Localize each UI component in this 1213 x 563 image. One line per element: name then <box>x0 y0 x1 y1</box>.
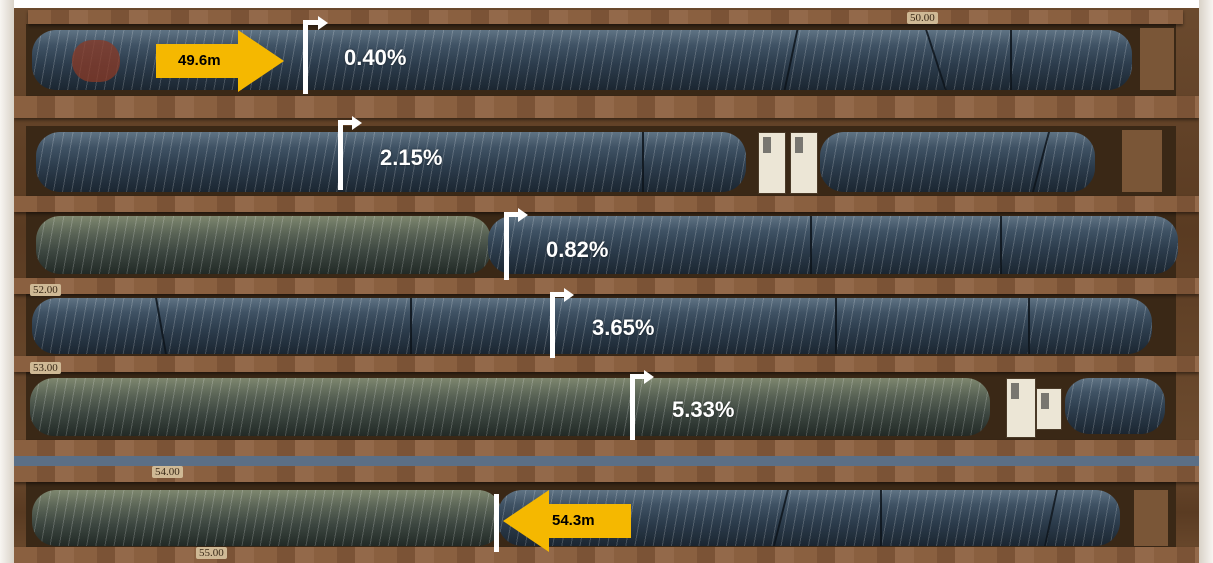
grade-marker-line <box>338 120 343 190</box>
grade-marker-flag <box>303 20 323 25</box>
grade-marker-flag <box>630 374 648 379</box>
grade-marker-label: 2.15% <box>380 145 443 170</box>
photo-edge-right <box>1199 0 1213 563</box>
depth-mark-label: 54.00 <box>152 466 183 478</box>
flag-tip-icon <box>352 116 362 130</box>
core-block-tag <box>758 132 786 194</box>
core-segment <box>32 490 502 546</box>
interval-start-label: 49.6m <box>178 52 221 69</box>
divider-plank <box>14 440 1199 458</box>
divider-plank <box>14 96 1199 118</box>
interval-start-arrow-icon <box>156 30 284 92</box>
core-segment <box>820 132 1095 192</box>
core-stain <box>72 40 120 82</box>
floor-gap <box>14 456 1199 466</box>
flag-tip-icon <box>564 288 574 302</box>
divider-plank <box>14 278 1199 294</box>
grade-marker-line <box>504 212 509 280</box>
core-segment <box>1065 378 1165 434</box>
flag-tip-icon <box>518 208 528 222</box>
core-break <box>1010 30 1012 90</box>
core-break <box>1000 216 1002 274</box>
photo-edge-left <box>0 0 14 563</box>
grade-marker-line <box>550 292 555 358</box>
core-segment <box>36 132 746 192</box>
depth-mark-label: 53.00 <box>30 362 61 374</box>
core-segment <box>30 378 990 436</box>
core-break <box>810 216 812 274</box>
grade-marker-label: 3.65% <box>592 315 655 340</box>
core-break <box>835 298 837 354</box>
grade-marker-label: 5.33% <box>672 397 735 422</box>
grade-marker-flag <box>338 120 356 125</box>
core-end-block <box>1140 28 1174 90</box>
interval-end-line <box>494 494 499 552</box>
divider-plank <box>14 356 1199 372</box>
grade-marker-flag <box>504 212 522 217</box>
core-segment <box>32 298 1152 354</box>
grade-marker-label: 0.40% <box>344 45 407 70</box>
divider-plank <box>28 10 1183 24</box>
core-break <box>1028 298 1030 354</box>
divider-plank <box>14 466 1199 482</box>
core-end-block <box>1134 490 1168 546</box>
grade-marker-line <box>630 374 635 440</box>
grade-marker-label: 0.82% <box>546 237 609 262</box>
core-block-tag <box>1036 388 1062 430</box>
core-segment <box>32 30 1132 90</box>
flag-tip-icon <box>318 16 328 30</box>
depth-mark-label: 55.00 <box>196 547 227 559</box>
interval-end-arrow-icon <box>503 490 631 552</box>
interval-end-label: 54.3m <box>552 512 595 529</box>
core-break <box>410 298 412 354</box>
divider-plank <box>14 196 1199 212</box>
flag-tip-icon <box>644 370 654 384</box>
core-block-tag <box>790 132 818 194</box>
core-segment <box>488 216 1178 274</box>
core-break <box>642 132 644 192</box>
divider-plank <box>14 547 1199 563</box>
core-break <box>880 490 882 546</box>
grade-marker-flag <box>550 292 568 297</box>
core-segment <box>36 216 491 274</box>
grade-marker-line <box>303 20 308 94</box>
depth-mark-label: 52.00 <box>30 284 61 296</box>
core-block-tag <box>1006 378 1036 438</box>
core-end-block <box>1122 130 1162 192</box>
depth-mark-label: 50.00 <box>907 12 938 24</box>
